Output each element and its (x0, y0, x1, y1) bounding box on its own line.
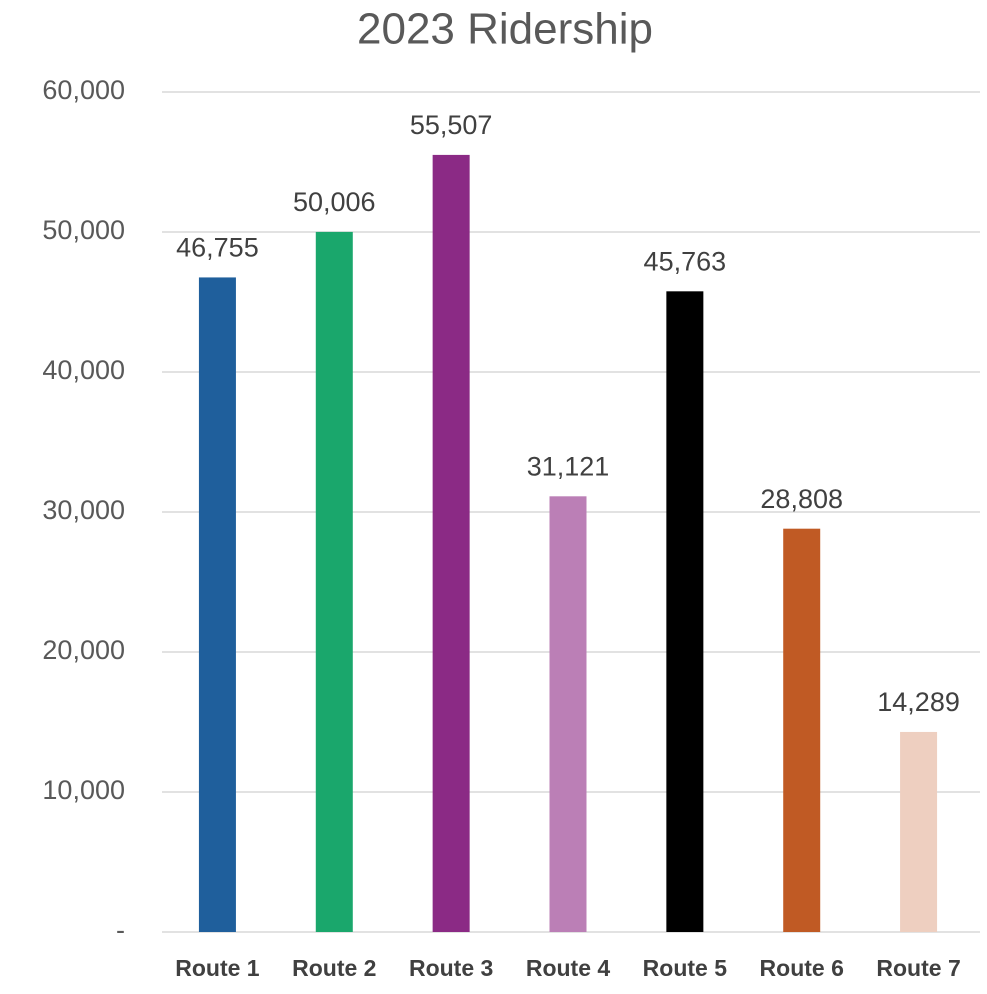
bar (900, 731, 938, 932)
data-label: 46,755 (176, 233, 259, 263)
x-tick-label: Route 5 (643, 955, 728, 981)
y-tick-label: 20,000 (42, 635, 125, 665)
bar (783, 528, 821, 932)
y-tick-label: 30,000 (42, 495, 125, 525)
bar (549, 496, 587, 932)
y-tick-label: 50,000 (42, 215, 125, 245)
data-label: 31,121 (527, 451, 610, 481)
x-tick-label: Route 6 (760, 955, 844, 981)
x-tick-label: Route 3 (409, 955, 493, 981)
data-label: 50,006 (293, 187, 376, 217)
bar (198, 277, 236, 932)
data-label: 28,808 (760, 484, 843, 514)
bar (432, 154, 470, 933)
data-label: 55,507 (410, 110, 493, 140)
data-label: 14,289 (877, 687, 960, 717)
bar (315, 231, 353, 932)
data-label: 45,763 (644, 246, 727, 276)
y-tick-label: 60,000 (42, 75, 125, 105)
y-tick-label: 40,000 (42, 355, 125, 385)
x-tick-label: Route 7 (876, 955, 960, 981)
bar (666, 291, 704, 932)
x-tick-label: Route 2 (292, 955, 376, 981)
x-tick-label: Route 1 (175, 955, 260, 981)
y-tick-label: - (116, 915, 125, 945)
y-tick-label: 10,000 (42, 775, 125, 805)
chart-title: 2023 Ridership (357, 5, 653, 54)
x-tick-label: Route 4 (526, 955, 611, 981)
